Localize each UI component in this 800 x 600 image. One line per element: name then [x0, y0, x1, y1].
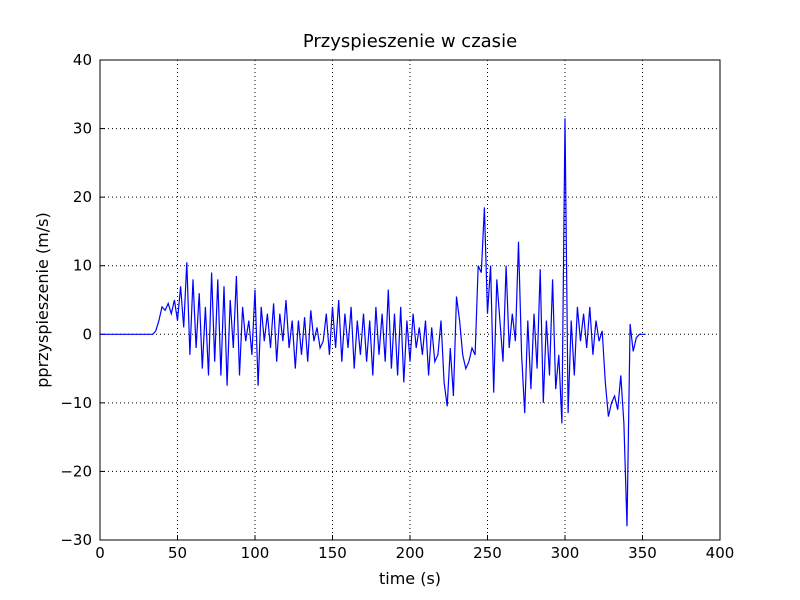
x-tick-label: 100 [241, 544, 270, 562]
y-axis-label: pprzyspieszenie (m/s) [33, 212, 52, 387]
y-tick-label: 40 [73, 51, 92, 69]
y-tick-label: 30 [73, 120, 92, 138]
y-tick-label: 0 [82, 325, 92, 343]
x-tick-label: 250 [473, 544, 502, 562]
chart-title: Przyspieszenie w czasie [303, 31, 517, 52]
plot-frame [99, 59, 721, 541]
x-tick-label: 200 [396, 544, 425, 562]
x-tick-label: 350 [628, 544, 657, 562]
x-tick-label: 0 [95, 544, 105, 562]
x-tick-label: 150 [318, 544, 347, 562]
y-tick-label: 10 [73, 257, 92, 275]
y-tick-label: −20 [60, 462, 92, 480]
y-tick-label: −30 [60, 531, 92, 549]
x-tick-label: 300 [551, 544, 580, 562]
y-tick-label: −10 [60, 394, 92, 412]
data-line [100, 118, 646, 527]
y-tick-label: 20 [73, 188, 92, 206]
x-axis-label: time (s) [379, 569, 441, 588]
x-tick-label: 400 [706, 544, 735, 562]
x-tick-label: 50 [168, 544, 187, 562]
